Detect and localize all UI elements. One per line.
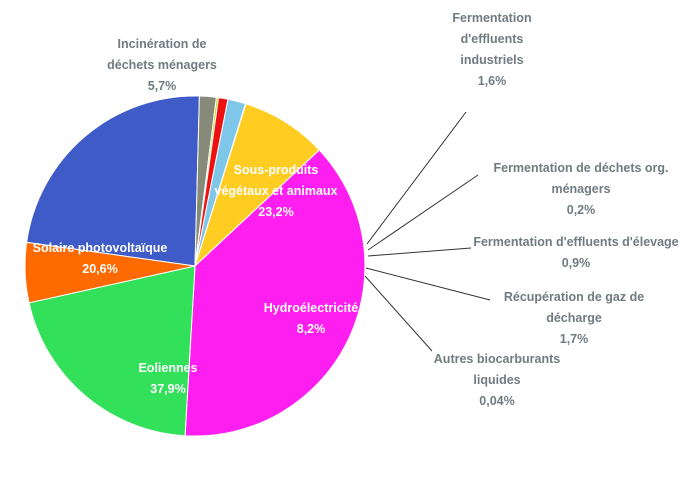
pie-slice [28,265,196,437]
slice-label: Eoliennes 37,9% [138,361,197,396]
pie-slice [193,103,320,268]
pie-slice [24,241,196,304]
slice-label: Fermentation de déchets org. ménagers 0,2% [493,161,668,217]
slice-label: Autres biocarburants liquides 0,04% [434,352,560,408]
leader-line [367,174,479,251]
leader-line [365,267,491,301]
slice-label: Incinération de déchets ménagers 5,7% [107,37,217,93]
slice-label: Solaire photovoltaïque 20,6% [33,241,168,276]
slice-label: Fermentation d'effluents industriels 1,6% [452,11,531,88]
leader-line [364,275,433,352]
slice-label: Sous-produits végétaux et animaux 23,2% [215,163,338,219]
leader-lines [364,111,491,352]
pie-slice [26,95,200,267]
slice-label: Récupération de gaz de décharge 1,7% [504,290,644,346]
leader-line [366,111,467,245]
slice-label: Hydroélectricité 8,2% [264,301,359,336]
pie-slice [184,149,366,437]
leader-line [367,247,472,257]
pie-slices [24,95,366,437]
slice-label: Fermentation d'effluents d'élevage 0,9% [473,235,678,270]
slice-labels: Sous-produits végétaux et animaux 23,2% Fer… [33,11,679,408]
